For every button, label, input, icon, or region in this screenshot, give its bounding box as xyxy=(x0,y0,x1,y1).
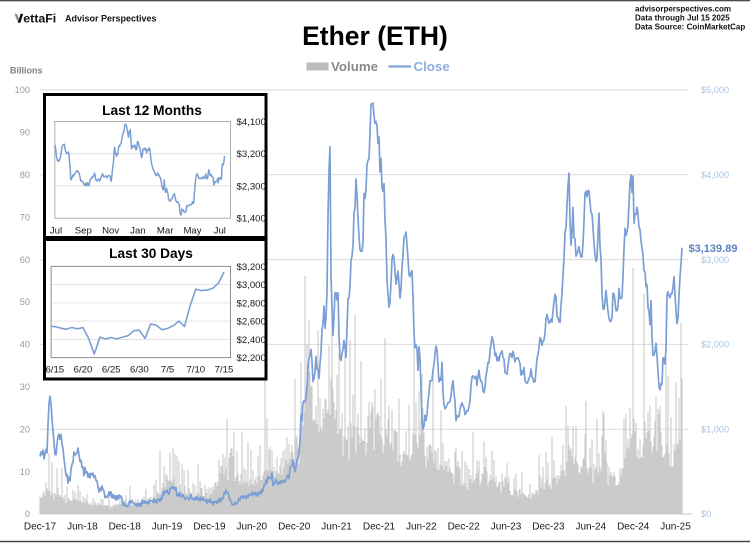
svg-text:Jun-21: Jun-21 xyxy=(321,522,352,533)
svg-text:20: 20 xyxy=(20,424,30,434)
svg-text:Dec-19: Dec-19 xyxy=(193,522,226,533)
svg-text:6/20: 6/20 xyxy=(74,365,93,376)
svg-text:Jun-19: Jun-19 xyxy=(152,522,183,533)
svg-text:Advisor Perspectives: Advisor Perspectives xyxy=(65,14,157,24)
svg-text:80: 80 xyxy=(20,170,30,180)
svg-text:Dec-20: Dec-20 xyxy=(278,522,311,533)
svg-text:Jun-23: Jun-23 xyxy=(491,522,522,533)
svg-text:6/25: 6/25 xyxy=(102,365,121,376)
svg-text:6/15: 6/15 xyxy=(45,365,64,376)
svg-text:Last 30 Days: Last 30 Days xyxy=(109,246,193,261)
svg-text:Jun-20: Jun-20 xyxy=(237,522,268,533)
svg-text:Jun-24: Jun-24 xyxy=(576,522,607,533)
svg-text:Jul: Jul xyxy=(50,226,62,237)
svg-text:100: 100 xyxy=(15,85,30,95)
svg-text:Nov: Nov xyxy=(102,226,119,237)
svg-text:10: 10 xyxy=(20,467,30,477)
svg-text:advisorperspectives.com: advisorperspectives.com xyxy=(635,5,731,14)
svg-text:$3,200: $3,200 xyxy=(237,149,266,160)
svg-text:$2,200: $2,200 xyxy=(237,353,266,364)
svg-text:90: 90 xyxy=(20,128,30,138)
svg-text:$2,600: $2,600 xyxy=(237,317,266,328)
svg-text:Jun-22: Jun-22 xyxy=(406,522,437,533)
svg-text:$3,000: $3,000 xyxy=(237,280,266,291)
svg-text:$1,400: $1,400 xyxy=(237,214,266,225)
svg-text:Last 12 Months: Last 12 Months xyxy=(102,103,202,118)
svg-text:Jun-25: Jun-25 xyxy=(660,522,691,533)
svg-text:Dec-18: Dec-18 xyxy=(109,522,142,533)
svg-text:$2,300: $2,300 xyxy=(237,181,266,192)
svg-text:$2,400: $2,400 xyxy=(237,335,266,346)
svg-text:Jun-18: Jun-18 xyxy=(67,522,98,533)
svg-text:Dec-24: Dec-24 xyxy=(617,522,650,533)
svg-text:ettaFi: ettaFi xyxy=(23,12,56,26)
svg-text:Data through Jul 15 2025: Data through Jul 15 2025 xyxy=(635,14,730,23)
svg-text:30: 30 xyxy=(20,382,30,392)
svg-text:Close: Close xyxy=(414,59,450,74)
svg-text:Billions: Billions xyxy=(10,66,43,76)
svg-text:60: 60 xyxy=(20,255,30,265)
svg-text:7/5: 7/5 xyxy=(161,365,174,376)
svg-text:Dec-23: Dec-23 xyxy=(532,522,565,533)
svg-text:40: 40 xyxy=(20,340,30,350)
svg-text:$2,800: $2,800 xyxy=(237,298,266,309)
svg-text:May: May xyxy=(183,226,201,237)
svg-text:Ether (ETH): Ether (ETH) xyxy=(302,21,448,51)
svg-text:$4,000: $4,000 xyxy=(701,170,729,180)
svg-text:$4,100: $4,100 xyxy=(237,117,266,128)
svg-text:Jul: Jul xyxy=(214,226,226,237)
svg-text:$0: $0 xyxy=(701,509,711,519)
svg-text:$1,000: $1,000 xyxy=(701,424,729,434)
svg-text:Dec-17: Dec-17 xyxy=(24,522,57,533)
svg-text:50: 50 xyxy=(20,297,30,307)
svg-text:7/15: 7/15 xyxy=(215,365,234,376)
svg-text:7/10: 7/10 xyxy=(186,365,205,376)
svg-text:Data Source: CoinMarketCap: Data Source: CoinMarketCap xyxy=(635,23,745,32)
svg-text:$2,000: $2,000 xyxy=(701,340,729,350)
svg-text:6/30: 6/30 xyxy=(130,365,149,376)
svg-text:Volume: Volume xyxy=(331,59,378,74)
svg-text:Sep: Sep xyxy=(75,226,92,237)
svg-text:Jan: Jan xyxy=(130,226,145,237)
svg-text:$3,139.89: $3,139.89 xyxy=(689,243,738,255)
svg-text:Mar: Mar xyxy=(157,226,174,237)
svg-text:$3,000: $3,000 xyxy=(701,255,729,265)
svg-text:$5,000: $5,000 xyxy=(701,85,729,95)
svg-text:Dec-22: Dec-22 xyxy=(448,522,481,533)
svg-text:0: 0 xyxy=(25,509,30,519)
svg-text:70: 70 xyxy=(20,212,30,222)
svg-text:Dec-21: Dec-21 xyxy=(363,522,396,533)
svg-text:$3,200: $3,200 xyxy=(237,262,266,273)
